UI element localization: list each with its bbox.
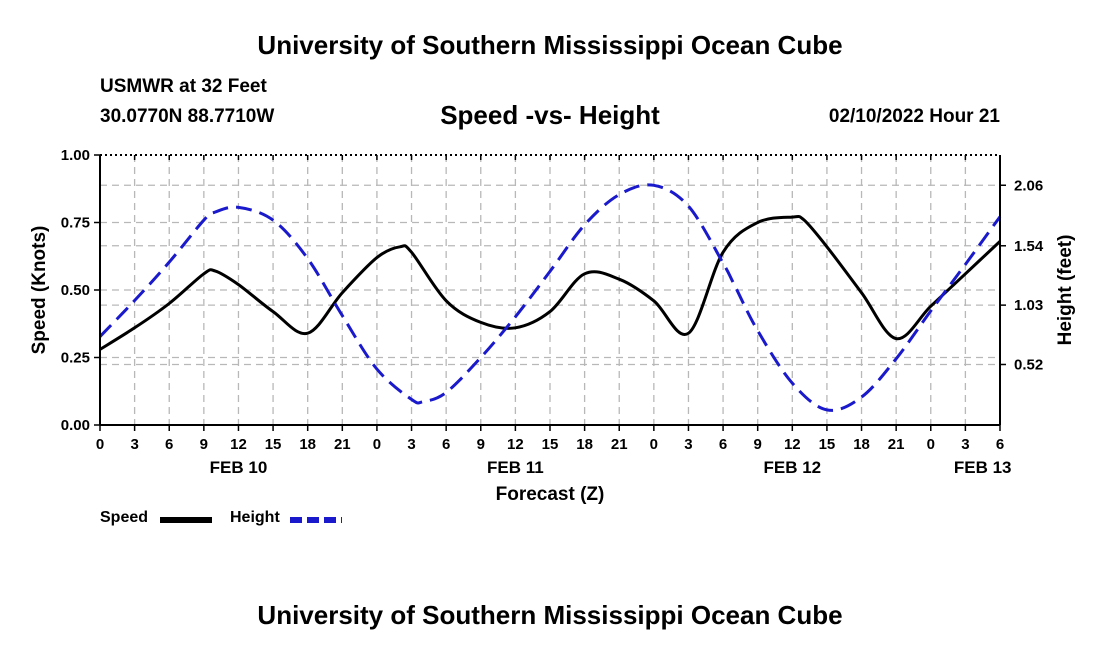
x-tick-label: 9: [200, 436, 208, 453]
x-tick-label: 3: [684, 436, 692, 453]
x-tick-label: 15: [542, 436, 559, 453]
y-tick-label: 0.00: [61, 417, 90, 434]
x-axis-title: Forecast (Z): [496, 484, 605, 505]
x-tick-label: 9: [754, 436, 762, 453]
x-tick-label: 6: [165, 436, 173, 453]
footer-title: University of Southern Mississippi Ocean…: [257, 600, 843, 630]
y-tick-label: 0.50: [61, 282, 90, 299]
y2-tick-label: 1.54: [1014, 238, 1044, 255]
x-tick-label: 12: [230, 436, 247, 453]
x-tick-label: 12: [507, 436, 524, 453]
date-label: FEB 10: [210, 458, 268, 477]
x-tick-label: 18: [853, 436, 870, 453]
y2-tick-label: 2.06: [1014, 177, 1043, 194]
x-tick-label: 3: [130, 436, 138, 453]
x-axis-ticks: 0 3 6 9 12 15 18 21 0 3 6 9 12 15 18 21 0 3 6 9 12 15 18 21 0 3 6: [96, 155, 1004, 453]
x-tick-label: 9: [477, 436, 485, 453]
x-tick-label: 3: [961, 436, 969, 453]
grid-lines: [100, 155, 1000, 425]
y2-axis-title: Height (feet): [1055, 235, 1076, 346]
x-tick-label: 6: [719, 436, 727, 453]
date-label: FEB 13: [954, 458, 1012, 477]
x-tick-label: 0: [650, 436, 658, 453]
x-tick-label: 3: [407, 436, 415, 453]
legend-height-label: Height: [230, 509, 280, 526]
y-tick-label: 0.75: [61, 215, 90, 232]
station-label: USMWR at 32 Feet: [100, 76, 267, 97]
x-tick-label: 0: [927, 436, 935, 453]
x-tick-label: 21: [611, 436, 628, 453]
chart-subtitle: Speed -vs- Height: [440, 100, 660, 130]
series-layer: [98, 183, 1002, 412]
x-tick-label: 12: [784, 436, 801, 453]
x-tick-label: 18: [299, 436, 316, 453]
date-label: FEB 11: [487, 458, 544, 477]
x-tick-label: 21: [334, 436, 351, 453]
y-tick-label: 0.25: [61, 350, 90, 367]
main-title: University of Southern Mississippi Ocean…: [257, 30, 843, 60]
date-label: FEB 12: [763, 458, 821, 477]
x-tick-label: 6: [996, 436, 1004, 453]
height-series-line: [98, 183, 1002, 412]
y2-tick-label: 0.52: [1014, 356, 1043, 373]
x-tick-label: 0: [96, 436, 104, 453]
y2-tick-label: 1.03: [1014, 297, 1043, 314]
forecast-datetime: 02/10/2022 Hour 21: [828, 106, 1000, 127]
x-tick-label: 6: [442, 436, 450, 453]
speed-series-line: [99, 214, 1002, 351]
x-tick-label: 21: [888, 436, 905, 453]
legend-speed-label: Speed: [100, 509, 149, 526]
y2-axis-ticks: 0.52 1.03 1.54 2.06: [1000, 177, 1044, 373]
y-tick-label: 1.00: [61, 147, 90, 164]
x-tick-label: 15: [265, 436, 282, 453]
x-tick-label: 18: [576, 436, 593, 453]
y-axis-ticks: 0.00 0.25 0.50 0.75 1.00: [61, 147, 100, 434]
x-tick-label: 15: [819, 436, 836, 453]
date-labels: FEB 10 FEB 11 FEB 12 FEB 13: [210, 458, 1012, 477]
coordinates-label: 30.0770N 88.7710W: [100, 106, 275, 127]
x-tick-label: 0: [373, 436, 381, 453]
y-axis-title: Speed (Knots): [29, 226, 50, 355]
